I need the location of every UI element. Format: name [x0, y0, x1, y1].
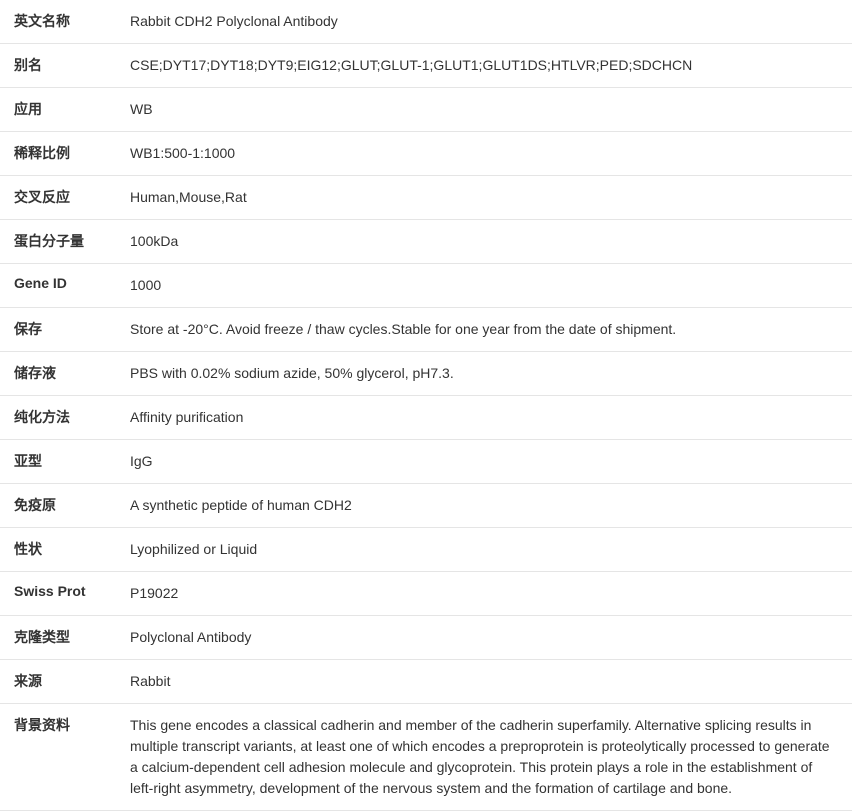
table-row: 免疫原 A synthetic peptide of human CDH2 — [0, 484, 852, 528]
row-value: PBS with 0.02% sodium azide, 50% glycero… — [120, 352, 852, 396]
table-row: 别名 CSE;DYT17;DYT18;DYT9;EIG12;GLUT;GLUT-… — [0, 44, 852, 88]
row-label: 背景资料 — [0, 704, 120, 811]
table-row: 保存 Store at -20°C. Avoid freeze / thaw c… — [0, 308, 852, 352]
row-value: Store at -20°C. Avoid freeze / thaw cycl… — [120, 308, 852, 352]
row-value: WB1:500-1:1000 — [120, 132, 852, 176]
row-value: P19022 — [120, 572, 852, 616]
row-label: Gene ID — [0, 264, 120, 308]
row-label: 性状 — [0, 528, 120, 572]
table-row: 储存液 PBS with 0.02% sodium azide, 50% gly… — [0, 352, 852, 396]
row-value: 1000 — [120, 264, 852, 308]
table-row: Gene ID 1000 — [0, 264, 852, 308]
row-label: 英文名称 — [0, 0, 120, 44]
spec-table-body: 英文名称 Rabbit CDH2 Polyclonal Antibody 别名 … — [0, 0, 852, 811]
row-label: 稀释比例 — [0, 132, 120, 176]
row-label: 蛋白分子量 — [0, 220, 120, 264]
row-value: Rabbit CDH2 Polyclonal Antibody — [120, 0, 852, 44]
row-label: 克隆类型 — [0, 616, 120, 660]
row-value: 100kDa — [120, 220, 852, 264]
row-label: 储存液 — [0, 352, 120, 396]
table-row: 应用 WB — [0, 88, 852, 132]
table-row: 背景资料 This gene encodes a classical cadhe… — [0, 704, 852, 811]
row-label: 交叉反应 — [0, 176, 120, 220]
row-value: Lyophilized or Liquid — [120, 528, 852, 572]
table-row: 蛋白分子量 100kDa — [0, 220, 852, 264]
row-label: 免疫原 — [0, 484, 120, 528]
row-label: Swiss Prot — [0, 572, 120, 616]
row-label: 保存 — [0, 308, 120, 352]
spec-table: 英文名称 Rabbit CDH2 Polyclonal Antibody 别名 … — [0, 0, 852, 811]
table-row: Swiss Prot P19022 — [0, 572, 852, 616]
row-label: 亚型 — [0, 440, 120, 484]
row-value: Human,Mouse,Rat — [120, 176, 852, 220]
row-value: Rabbit — [120, 660, 852, 704]
table-row: 英文名称 Rabbit CDH2 Polyclonal Antibody — [0, 0, 852, 44]
table-row: 亚型 IgG — [0, 440, 852, 484]
row-value: Polyclonal Antibody — [120, 616, 852, 660]
table-row: 稀释比例 WB1:500-1:1000 — [0, 132, 852, 176]
row-value: IgG — [120, 440, 852, 484]
row-value: Affinity purification — [120, 396, 852, 440]
row-label: 应用 — [0, 88, 120, 132]
table-row: 来源 Rabbit — [0, 660, 852, 704]
row-value: This gene encodes a classical cadherin a… — [120, 704, 852, 811]
row-value: A synthetic peptide of human CDH2 — [120, 484, 852, 528]
row-value: WB — [120, 88, 852, 132]
row-label: 别名 — [0, 44, 120, 88]
row-label: 来源 — [0, 660, 120, 704]
row-value: CSE;DYT17;DYT18;DYT9;EIG12;GLUT;GLUT-1;G… — [120, 44, 852, 88]
table-row: 性状 Lyophilized or Liquid — [0, 528, 852, 572]
table-row: 交叉反应 Human,Mouse,Rat — [0, 176, 852, 220]
row-label: 纯化方法 — [0, 396, 120, 440]
table-row: 纯化方法 Affinity purification — [0, 396, 852, 440]
table-row: 克隆类型 Polyclonal Antibody — [0, 616, 852, 660]
